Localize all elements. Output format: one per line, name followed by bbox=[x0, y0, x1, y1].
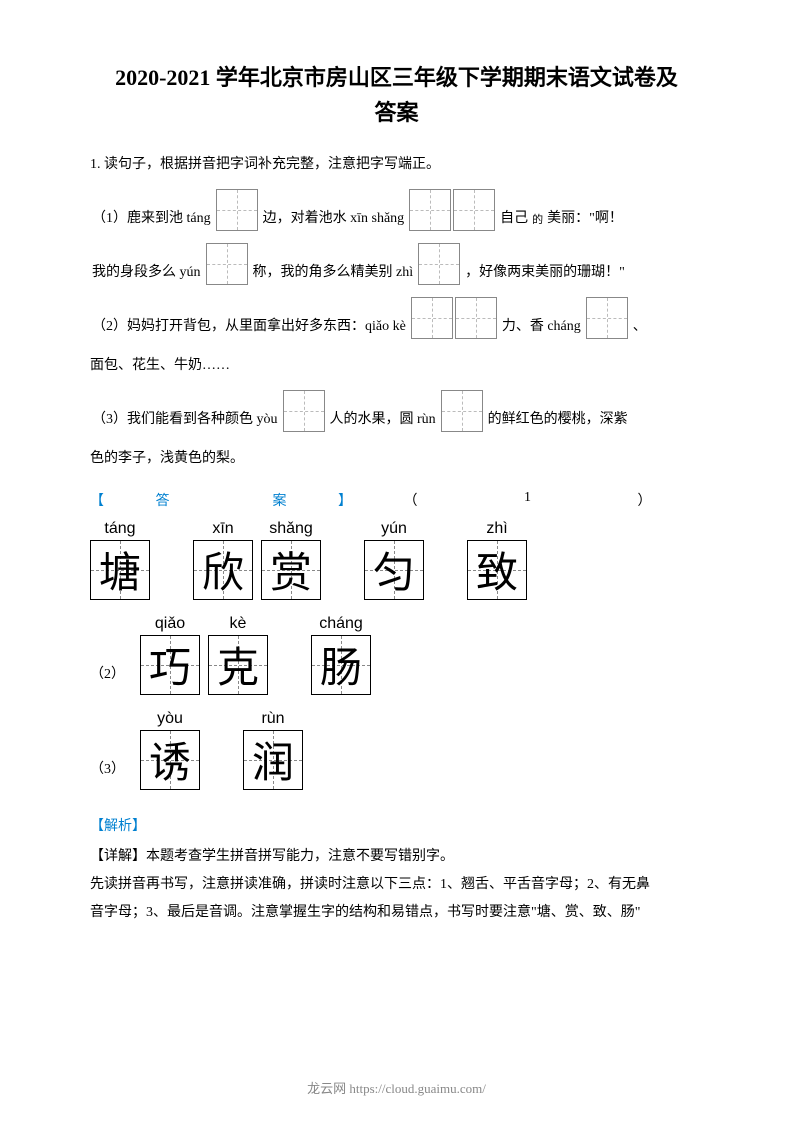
answer-char-tang: táng 塘 bbox=[90, 520, 150, 600]
blank-box bbox=[215, 189, 259, 231]
answer-row-2: （2） qiǎo 巧 kè 克 cháng 肠 bbox=[90, 615, 703, 695]
blank-box bbox=[410, 297, 498, 339]
pinyin-tang: táng bbox=[104, 520, 135, 538]
q1-3-c: 、 bbox=[633, 314, 647, 339]
q1-line1: （1）鹿来到池 táng 边，对着池水 xīn shǎng 自己 的 美丽："啊… bbox=[90, 189, 703, 231]
pinyin-shang: shǎng bbox=[269, 520, 313, 538]
paren-l: （ bbox=[352, 490, 469, 510]
question-1: 1. 读句子，根据拼音把字词补充完整，注意把字写端正。 bbox=[90, 150, 703, 181]
title-line2: 答案 bbox=[90, 95, 703, 130]
q1-line2: 我的身段多么 yún 称，我的角多么精美别 zhì ，好像两束美丽的珊瑚！" bbox=[90, 243, 703, 285]
char-qiao: 巧 bbox=[149, 634, 191, 695]
char-chang: 肠 bbox=[320, 634, 362, 695]
bracket-left: 【 bbox=[90, 490, 104, 510]
q1-2-c: ，好像两束美丽的珊瑚！" bbox=[465, 260, 625, 285]
analysis-label: 【解析】 bbox=[90, 815, 703, 835]
char-xin: 欣 bbox=[202, 539, 244, 600]
answer-char-ke: kè 克 bbox=[208, 615, 268, 695]
ans-an: 案 bbox=[221, 490, 338, 510]
ans-da: 答 bbox=[104, 490, 221, 510]
q1-line4: 面包、花生、牛奶…… bbox=[90, 351, 703, 382]
row3-label: （3） bbox=[90, 758, 125, 778]
pinyin-ke: kè bbox=[230, 615, 247, 633]
row2-label: （2） bbox=[90, 663, 125, 683]
pinyin-chang: cháng bbox=[319, 615, 363, 633]
q1-1-a: （1）鹿来到池 táng bbox=[92, 206, 211, 231]
answer-row-3: （3） yòu 诱 rùn 润 bbox=[90, 710, 703, 790]
blank-box bbox=[205, 243, 249, 285]
paren-1: 1 bbox=[469, 490, 586, 510]
answer-char-you: yòu 诱 bbox=[140, 710, 200, 790]
pinyin-zhi: zhì bbox=[486, 520, 507, 538]
answer-char-qiao: qiǎo 巧 bbox=[140, 615, 200, 695]
q1-1-c: 自己 bbox=[500, 206, 528, 231]
answer-header: 【 答 案 】 （ 1 ） bbox=[90, 490, 703, 510]
page-title: 2020-2021 学年北京市房山区三年级下学期期末语文试卷及 答案 bbox=[90, 60, 703, 130]
char-run: 润 bbox=[252, 729, 294, 790]
answer-char-chang: cháng 肠 bbox=[311, 615, 371, 695]
answer-row-1: táng 塘 xīn 欣 shǎng 赏 yún 匀 zhì 致 bbox=[90, 520, 703, 600]
q1-3-b: 力、香 cháng bbox=[502, 314, 581, 339]
blank-box bbox=[440, 390, 484, 432]
answer-char-xin: xīn 欣 bbox=[193, 520, 253, 600]
char-ke: 克 bbox=[217, 634, 259, 695]
blank-box bbox=[408, 189, 496, 231]
title-line1: 2020-2021 学年北京市房山区三年级下学期期末语文试卷及 bbox=[90, 60, 703, 95]
char-you: 诱 bbox=[149, 729, 191, 790]
answer-char-yun: yún 匀 bbox=[364, 520, 424, 600]
char-zhi: 致 bbox=[476, 539, 518, 600]
q1-line3: （2）妈妈打开背包，从里面拿出好多东西：qiǎo kè 力、香 cháng 、 bbox=[90, 297, 703, 339]
analysis-3: 音字母；3、最后是音调。注意掌握生字的结构和易错点，书写时要注意"塘、赏、致、肠… bbox=[90, 899, 703, 927]
q1-line5: （3）我们能看到各种颜色 yòu 人的水果，圆 rùn 的鲜红色的樱桃，深紫 bbox=[90, 390, 703, 432]
q1-5-a: （3）我们能看到各种颜色 yòu bbox=[92, 407, 278, 432]
analysis-2: 先读拼音再书写，注意拼读准确，拼读时注意以下三点：1、翘舌、平舌音字母；2、有无… bbox=[90, 871, 703, 899]
answer-char-run: rùn 润 bbox=[243, 710, 303, 790]
pinyin-yun: yún bbox=[381, 520, 407, 538]
q1-1-d: 美丽："啊！ bbox=[547, 206, 623, 231]
q1-2-b: 称，我的角多么精美别 zhì bbox=[253, 260, 414, 285]
q1-3-a: （2）妈妈打开背包，从里面拿出好多东西：qiǎo kè bbox=[92, 314, 406, 339]
analysis-1: 【详解】本题考查学生拼音拼写能力，注意不要写错别字。 bbox=[90, 843, 703, 871]
answer-char-zhi: zhì 致 bbox=[467, 520, 527, 600]
paren-r: ） bbox=[586, 490, 703, 510]
q1-2-a: 我的身段多么 yún bbox=[92, 260, 201, 285]
blank-box bbox=[417, 243, 461, 285]
pinyin-qiao: qiǎo bbox=[155, 615, 185, 633]
q1-5-c: 的鲜红色的樱桃，深紫 bbox=[488, 407, 628, 432]
q1-line6: 色的李子，浅黄色的梨。 bbox=[90, 444, 703, 475]
char-yun: 匀 bbox=[373, 539, 415, 600]
blank-box bbox=[282, 390, 326, 432]
q1-1-de: 的 bbox=[532, 211, 543, 231]
pinyin-xin: xīn bbox=[212, 520, 233, 538]
q1-5-b: 人的水果，圆 rùn bbox=[330, 407, 436, 432]
q1-1-b: 边，对着池水 xīn shǎng bbox=[263, 206, 405, 231]
pinyin-run: rùn bbox=[261, 710, 284, 728]
char-shang: 赏 bbox=[270, 539, 312, 600]
blank-box bbox=[585, 297, 629, 339]
footer: 龙云网 https://cloud.guaimu.com/ bbox=[0, 1078, 793, 1097]
pinyin-you: yòu bbox=[157, 710, 183, 728]
char-tang: 塘 bbox=[99, 539, 141, 600]
bracket-right: 】 bbox=[338, 490, 352, 510]
answer-char-shang: shǎng 赏 bbox=[261, 520, 321, 600]
